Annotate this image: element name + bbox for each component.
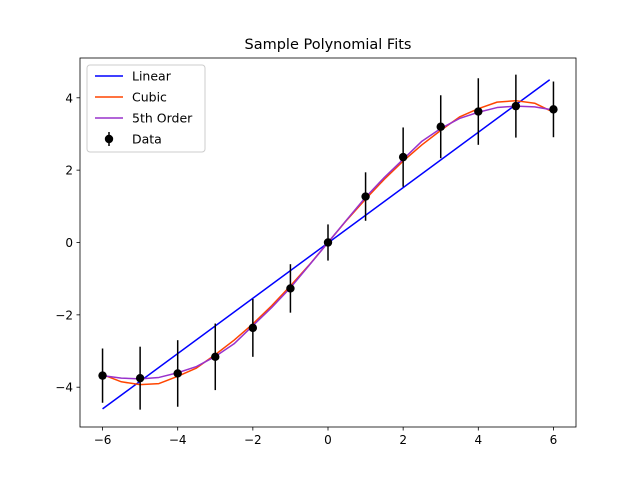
data-point [98, 371, 107, 380]
chart-title: Sample Polynomial Fits [245, 37, 412, 53]
x-tick-label: 4 [474, 433, 482, 447]
y-tick-label: 4 [65, 91, 73, 105]
legend-label: Data [132, 132, 162, 147]
legend: Linear Cubic 5th Order Data [86, 64, 206, 153]
y-tick-label: 2 [65, 164, 73, 178]
data-point [135, 373, 145, 383]
y-tick-label: −4 [55, 381, 73, 395]
data-point [173, 369, 182, 378]
data-point [211, 352, 220, 362]
legend-label: Linear [132, 69, 172, 84]
data-point [398, 152, 408, 162]
x-tick-label: −4 [169, 433, 187, 447]
axes: −6 −4 −2 0 2 4 6 −4 −2 0 2 4 [55, 57, 577, 447]
legend-label: Cubic [132, 90, 167, 105]
legend-label: 5th Order [132, 111, 193, 126]
legend-swatch-marker [104, 134, 114, 144]
data-point [361, 192, 370, 201]
data-point [286, 284, 295, 293]
x-tick-label: 6 [550, 433, 558, 447]
legend-box [86, 64, 206, 153]
data-point [248, 323, 258, 333]
data-point [511, 101, 521, 111]
data-point [436, 122, 445, 131]
data-point [549, 105, 558, 114]
y-tick-label: −2 [55, 308, 73, 322]
y-tick-label: 0 [65, 236, 73, 250]
x-tick-label: 0 [324, 433, 332, 447]
x-tick-label: 2 [399, 433, 407, 447]
data-point [474, 107, 483, 116]
x-tick-label: −2 [244, 433, 262, 447]
data-point [323, 238, 333, 247]
x-tick-label: −6 [94, 433, 112, 447]
